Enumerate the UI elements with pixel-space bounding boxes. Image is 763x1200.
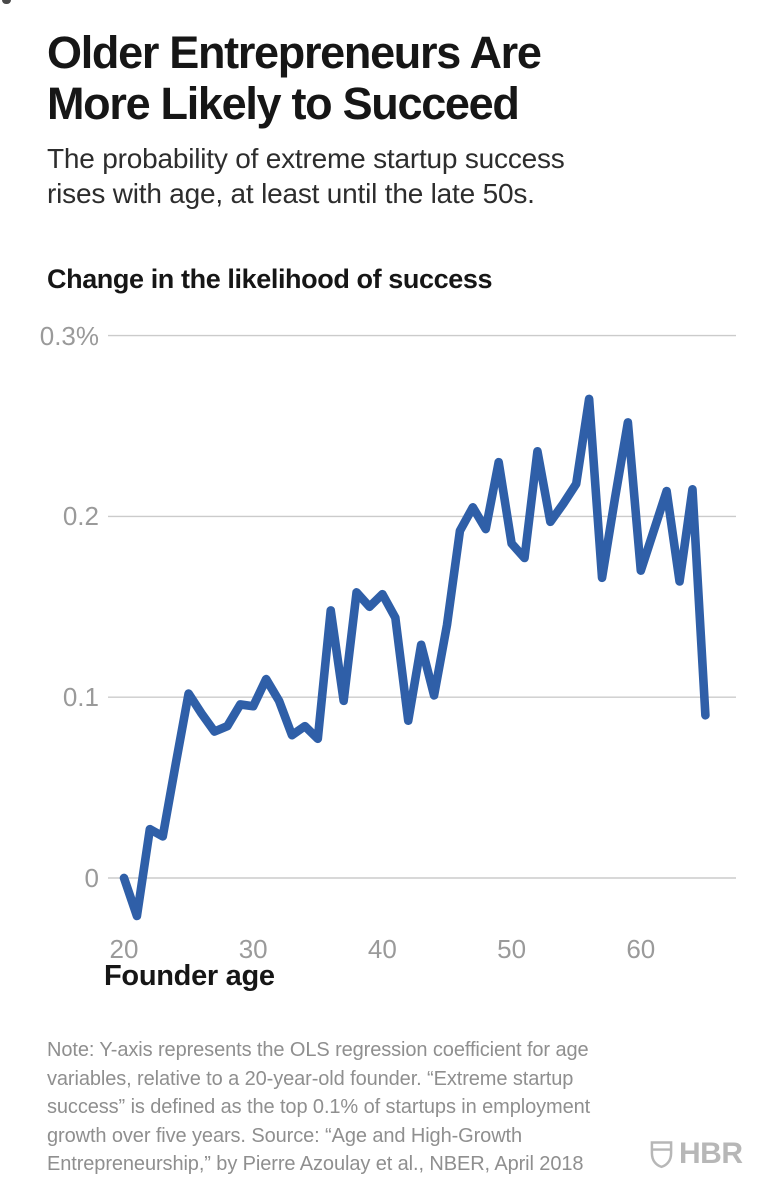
success-likelihood-line — [119, 394, 710, 921]
screen-artifact — [2, 0, 11, 4]
y-tick-label: 0 — [84, 863, 99, 893]
gridlines — [108, 334, 736, 879]
y-tick-label: 0.1 — [62, 682, 99, 713]
source-note: Note: Y-axis represents the OLS regressi… — [47, 1039, 591, 1175]
hbr-logo: HBR — [650, 1139, 743, 1169]
x-tick-label: 30 — [238, 934, 268, 964]
x-tick-label: 40 — [367, 934, 397, 964]
y-tick-label: 0.3% — [39, 320, 99, 351]
y-axis-heading: Change in the likelihood of success — [47, 264, 493, 294]
chart-title-line-2: More Likely to Succeed — [47, 78, 520, 129]
hbr-logo-text: HBR — [679, 1137, 743, 1170]
x-tick-label: 50 — [497, 934, 527, 964]
chart-subtitle: The probability of extreme startup succe… — [47, 143, 565, 209]
y-tick-label: 0.2 — [62, 501, 99, 532]
hbr-shield-icon — [650, 1140, 673, 1168]
chart-title: Older Entrepreneurs Are More Likely to S… — [47, 27, 737, 129]
chart-title-line-1: Older Entrepreneurs Are — [47, 27, 542, 78]
x-axis-title: Founder age — [104, 960, 275, 992]
x-tick-label: 60 — [626, 934, 656, 964]
x-tick-label: 20 — [109, 934, 139, 964]
